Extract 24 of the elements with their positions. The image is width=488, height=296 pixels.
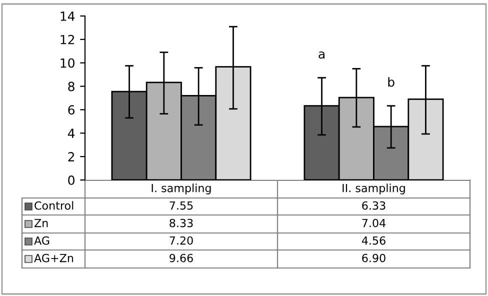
data-label: 7.55 xyxy=(170,201,193,210)
data-label: 9.66 xyxy=(170,254,193,262)
y-tick-label: 0 xyxy=(68,175,74,185)
legend-label: AG xyxy=(34,236,50,245)
y-tick-label: 12 xyxy=(60,34,74,44)
annotation: b xyxy=(388,77,394,87)
legend-label: AG+Zn xyxy=(34,254,74,262)
data-label: 6.90 xyxy=(362,254,386,262)
legend-label: Zn xyxy=(34,218,48,228)
data-label: 6.33 xyxy=(362,201,386,210)
y-tick-label: 10 xyxy=(60,58,74,68)
x-tick-label: II. sampling xyxy=(342,184,405,194)
y-tick-label: 8 xyxy=(68,82,74,92)
y-tick-label: 14 xyxy=(60,12,75,21)
data-label: 8.33 xyxy=(170,218,193,228)
data-label: 7.20 xyxy=(170,236,193,245)
y-tick-label: 6 xyxy=(68,105,74,115)
y-tick-label: 2 xyxy=(68,152,74,162)
x-tick-label: I. sampling xyxy=(152,184,211,194)
legend-label: Control xyxy=(34,201,74,210)
data-label: 7.04 xyxy=(362,218,386,228)
data-label: 4.56 xyxy=(362,236,386,245)
y-tick-label: 4 xyxy=(68,128,75,138)
annotation: a xyxy=(318,51,324,59)
